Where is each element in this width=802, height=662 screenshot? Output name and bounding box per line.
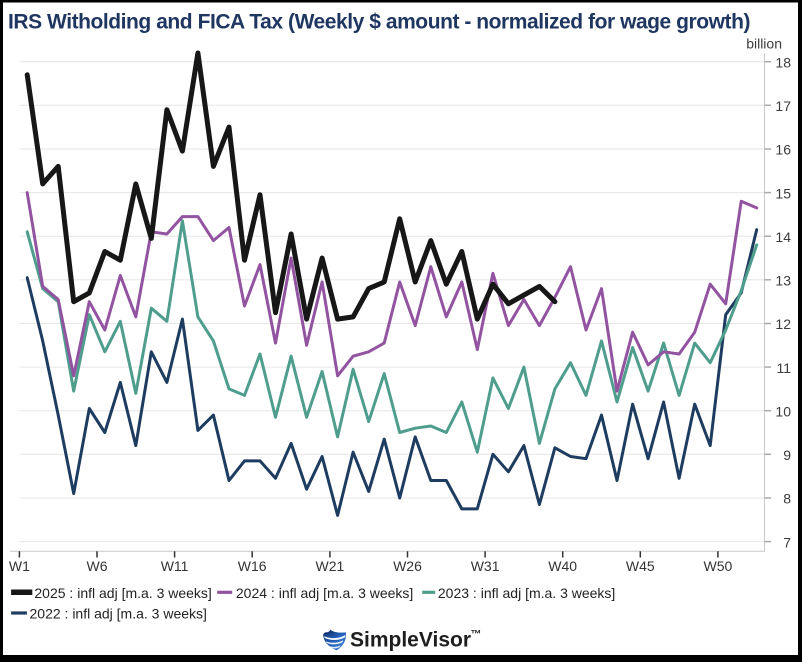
svg-text:W11: W11 (161, 558, 189, 574)
svg-text:2022 : infl adj [m.a. 3 weeks]: 2022 : infl adj [m.a. 3 weeks] (30, 606, 207, 622)
svg-text:17: 17 (775, 98, 791, 114)
svg-text:W45: W45 (626, 558, 655, 574)
svg-text:™: ™ (471, 629, 482, 641)
svg-text:W1: W1 (9, 558, 30, 574)
svg-text:W16: W16 (238, 558, 267, 574)
svg-text:W40: W40 (548, 558, 577, 574)
svg-text:15: 15 (775, 185, 791, 201)
svg-text:2023 : infl adj [m.a. 3 weeks]: 2023 : infl adj [m.a. 3 weeks] (438, 585, 615, 601)
svg-text:9: 9 (783, 447, 791, 463)
svg-text:IRS Witholding and FICA Tax (W: IRS Witholding and FICA Tax (Weekly $ am… (8, 11, 750, 34)
svg-text:16: 16 (775, 142, 791, 158)
svg-text:W21: W21 (316, 558, 345, 574)
svg-text:12: 12 (775, 316, 791, 332)
svg-text:billion: billion (746, 36, 782, 52)
svg-text:2025 : infl adj [m.a. 3 weeks]: 2025 : infl adj [m.a. 3 weeks] (34, 585, 211, 601)
svg-text:2024 : infl adj [m.a. 3 weeks]: 2024 : infl adj [m.a. 3 weeks] (236, 585, 413, 601)
svg-text:8: 8 (783, 491, 791, 507)
svg-text:SimpleVisor: SimpleVisor (350, 629, 471, 652)
svg-text:W31: W31 (471, 558, 500, 574)
svg-text:W6: W6 (87, 558, 108, 574)
svg-text:18: 18 (775, 54, 791, 70)
svg-text:10: 10 (775, 403, 791, 419)
svg-text:11: 11 (776, 360, 791, 376)
svg-text:13: 13 (775, 273, 791, 289)
svg-text:W26: W26 (393, 558, 422, 574)
svg-text:14: 14 (775, 229, 791, 245)
svg-text:7: 7 (783, 534, 791, 550)
svg-text:W50: W50 (704, 558, 733, 574)
